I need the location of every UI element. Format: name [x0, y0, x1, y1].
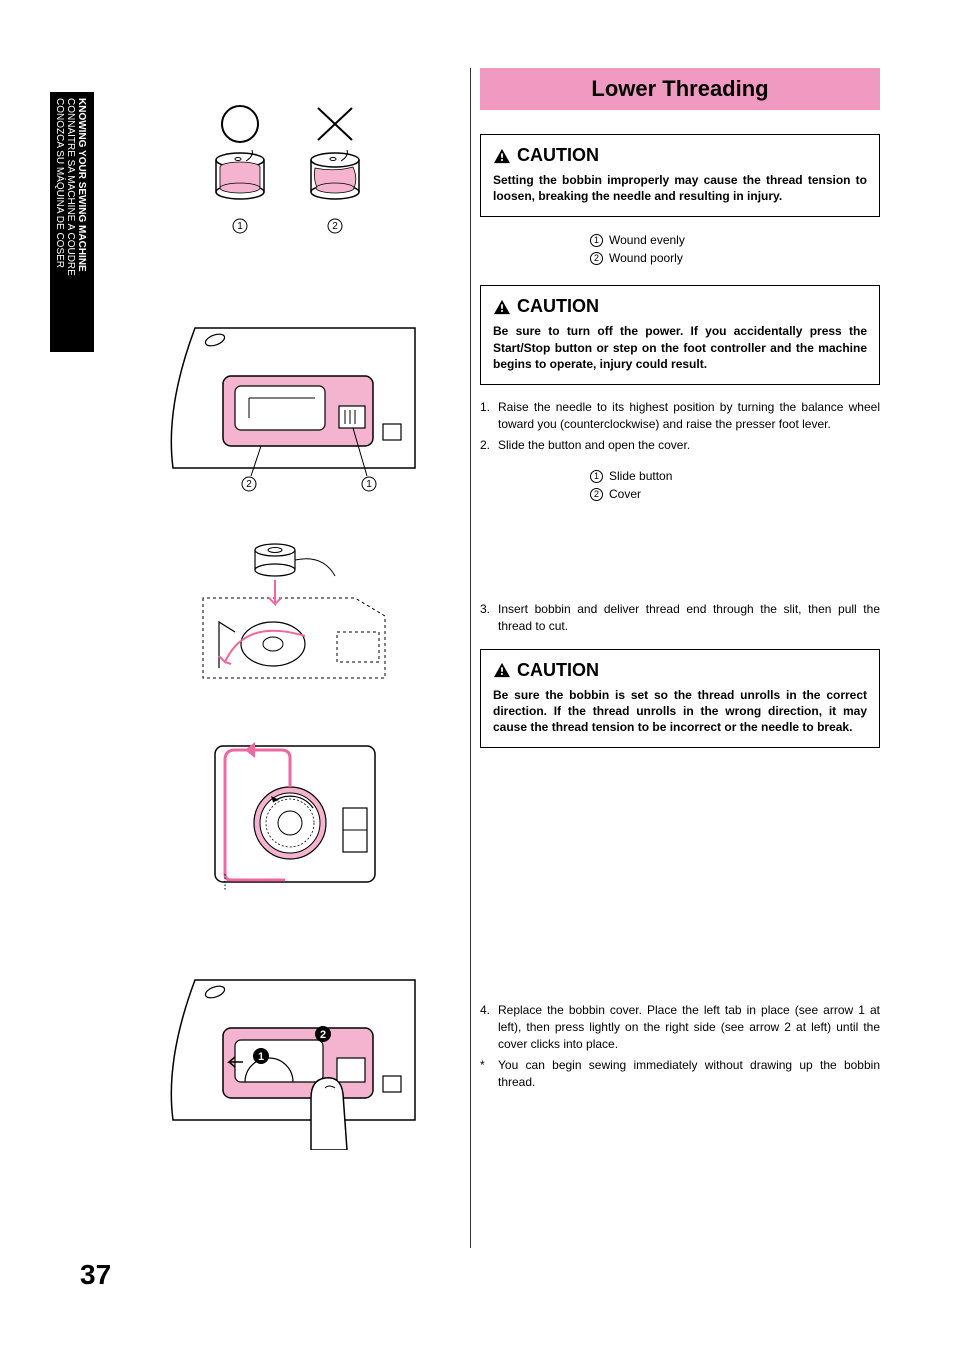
left-column: 1 2 2 1 [140, 96, 450, 1150]
chapter-side-tab: KNOWING YOUR SEWING MACHINE CONNAITRE SA… [50, 92, 94, 352]
svg-text:2: 2 [246, 479, 252, 490]
callout-wound-evenly: Wound evenly [609, 231, 685, 249]
step-num: 1. [480, 399, 498, 433]
caution-text-1: Setting the bobbin improperly may cause … [493, 172, 867, 204]
side-tab-line-3: CONOZCA SU MÁQUINA DE COSER [54, 98, 65, 268]
caution-title-2: CAUTION [493, 296, 867, 317]
step-num: 2. [480, 437, 498, 454]
callout-slide-button: Slide button [609, 467, 672, 485]
diagram-replace-cover: 1 2 [165, 950, 425, 1150]
side-tab-line-1: KNOWING YOUR SEWING MACHINE [76, 98, 87, 272]
step-num: * [480, 1057, 498, 1091]
step-text: Replace the bobbin cover. Place the left… [498, 1002, 880, 1052]
callout-cover: Cover [609, 485, 641, 503]
svg-text:1: 1 [237, 221, 243, 232]
diagram-thread-path [195, 728, 395, 898]
diagram-bobbins: 1 2 [180, 96, 410, 246]
callout-wound-poorly: Wound poorly [609, 249, 683, 267]
page-number: 37 [80, 1259, 111, 1291]
step-num: 3. [480, 601, 498, 635]
warning-icon [493, 148, 511, 164]
svg-text:2: 2 [332, 221, 338, 232]
caution-box-2: CAUTION Be sure to turn off the power. I… [480, 285, 880, 385]
step-text: Raise the needle to its highest position… [498, 399, 880, 433]
step-num: 4. [480, 1002, 498, 1052]
diagram-insert-bobbin [175, 528, 415, 698]
callout-num-2: 2 [590, 252, 603, 265]
warning-icon [493, 662, 511, 678]
section-title: Lower Threading [480, 68, 880, 110]
caution-label: CAUTION [517, 296, 599, 317]
callout-num-2: 2 [590, 488, 603, 501]
caution-text-2: Be sure to turn off the power. If you ac… [493, 323, 867, 372]
callout-num-1: 1 [590, 470, 603, 483]
caution-box-1: CAUTION Setting the bobbin improperly ma… [480, 134, 880, 217]
callout-num-1: 1 [590, 234, 603, 247]
caution-title-1: CAUTION [493, 145, 867, 166]
caution-label: CAUTION [517, 660, 599, 681]
callouts-cover: 1 Slide button 2 Cover [590, 467, 880, 503]
diagram-cover-panel: 2 1 [165, 298, 425, 498]
svg-text:2: 2 [320, 1029, 326, 1041]
warning-icon [493, 299, 511, 315]
steps-group-b: 3.Insert bobbin and deliver thread end t… [480, 601, 880, 635]
step-text: You can begin sewing immediately without… [498, 1057, 880, 1091]
caution-text-3: Be sure the bobbin is set so the thread … [493, 687, 867, 736]
caution-box-3: CAUTION Be sure the bobbin is set so the… [480, 649, 880, 749]
svg-text:1: 1 [258, 1051, 264, 1063]
caution-title-3: CAUTION [493, 660, 867, 681]
right-column: Lower Threading CAUTION Setting the bobb… [480, 68, 880, 1104]
side-tab-line-2: CONNAITRE SA MACHINE A COUDRE [65, 98, 76, 276]
svg-text:1: 1 [366, 479, 372, 490]
column-divider [470, 68, 471, 1248]
callouts-wound: 1 Wound evenly 2 Wound poorly [590, 231, 880, 267]
caution-label: CAUTION [517, 145, 599, 166]
steps-group-a: 1.Raise the needle to its highest positi… [480, 399, 880, 453]
step-text: Slide the button and open the cover. [498, 437, 690, 454]
step-text: Insert bobbin and deliver thread end thr… [498, 601, 880, 635]
steps-group-c: 4.Replace the bobbin cover. Place the le… [480, 1002, 880, 1090]
